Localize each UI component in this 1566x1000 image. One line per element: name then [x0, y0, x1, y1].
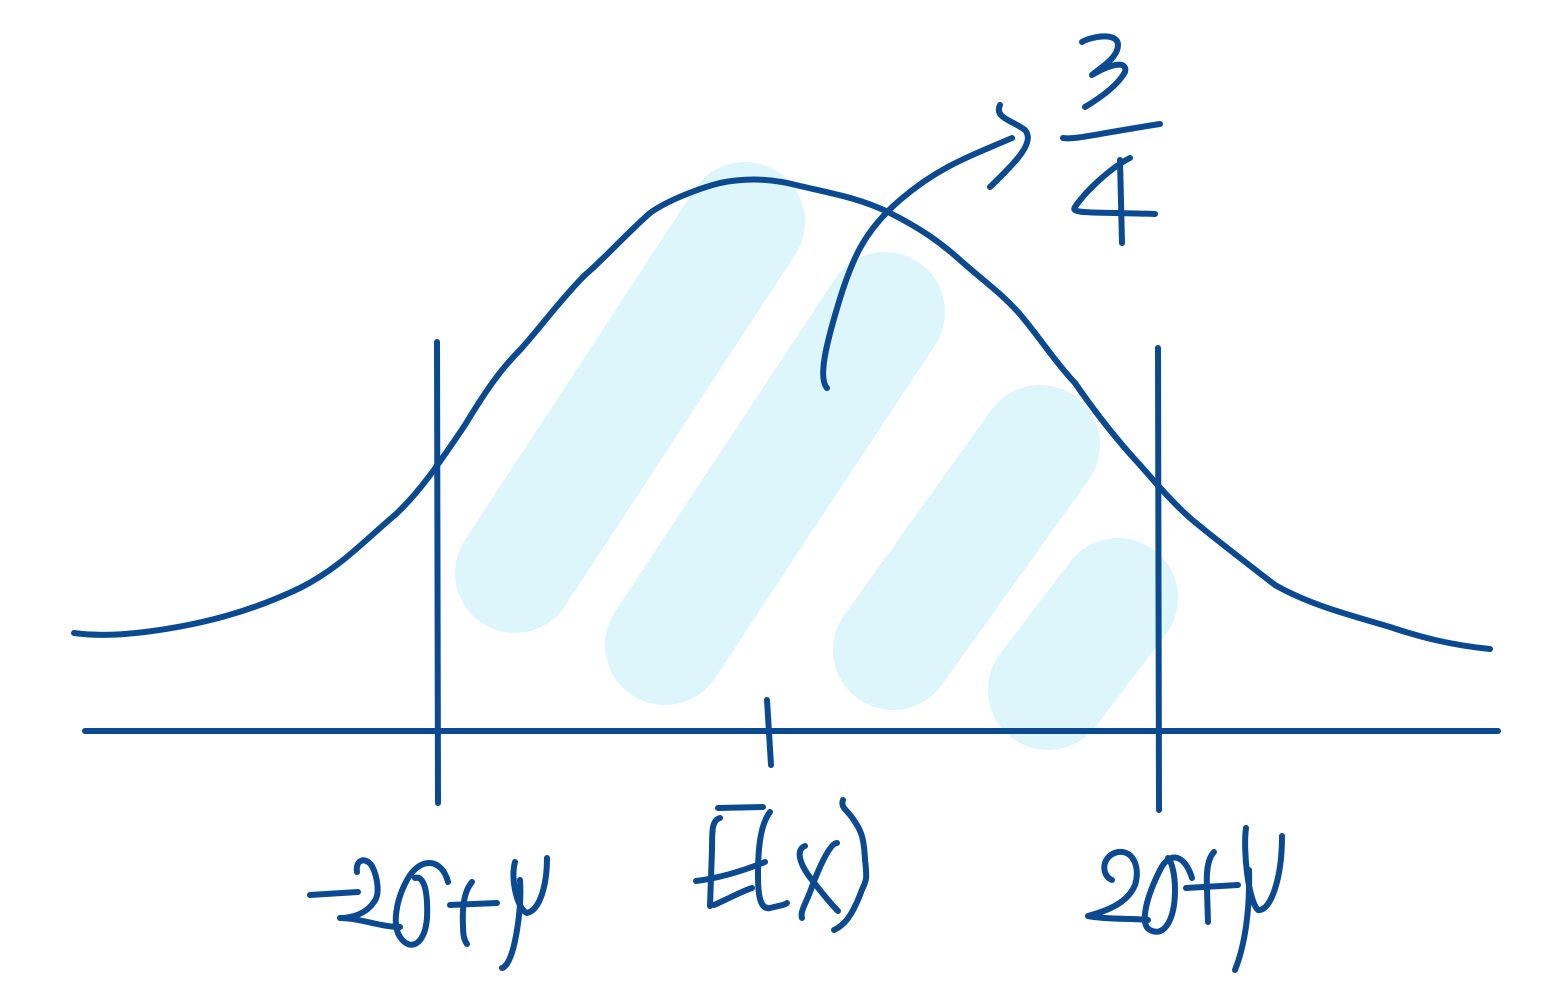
highlight-stroke-4: [988, 538, 1178, 750]
fraction-denominator-4: [1071, 155, 1158, 246]
digit-2: [1085, 848, 1151, 923]
highlight-stroke-1: [455, 162, 805, 633]
center-tick: [764, 697, 774, 768]
center-handwriting: [693, 797, 870, 933]
sigma-glyph: [1141, 854, 1195, 935]
left-paren: [755, 809, 790, 912]
plus-sign: [447, 879, 500, 947]
annotation-arrow: [820, 135, 1015, 391]
mu-glyph: [499, 855, 550, 971]
sigma-glyph: [392, 860, 451, 948]
mu-glyph: [1232, 825, 1285, 973]
fraction-numerator-3: [1079, 33, 1129, 110]
shaded-area: [455, 162, 1178, 750]
greater-than-sign: [987, 102, 1031, 190]
letter-X: [796, 840, 841, 921]
letter-E: [693, 804, 768, 909]
highlight-stroke-3: [833, 385, 1100, 710]
highlight-stroke-2: [605, 252, 945, 705]
area-annotation: [987, 33, 1163, 246]
right-paren: [831, 797, 870, 933]
right-bound-line: [1155, 345, 1162, 813]
left-bound-handwriting: [307, 855, 550, 971]
plus-sign: [1183, 849, 1241, 925]
minus-sign: [307, 889, 361, 898]
bell-curve: [71, 176, 1493, 652]
left-bound-line: [434, 339, 441, 806]
digit-2: [337, 857, 403, 930]
right-bound-handwriting: [1085, 825, 1285, 973]
fraction-bar: [1060, 121, 1163, 142]
